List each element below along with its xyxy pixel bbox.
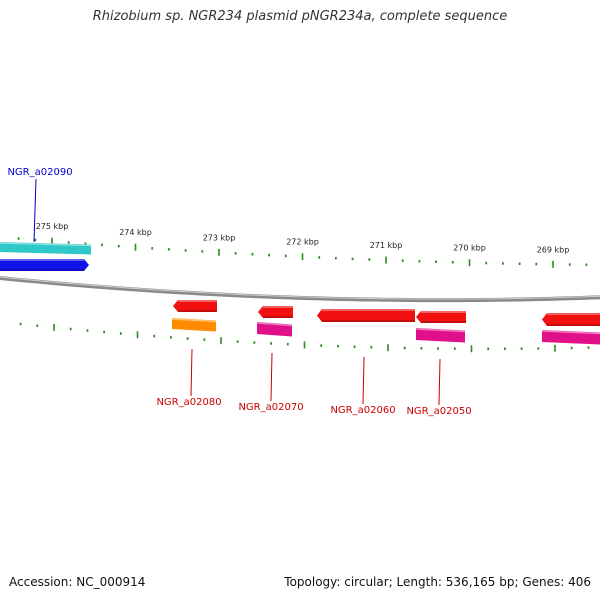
gene-labels: NGR_a02090 NGR_a02080 NGR_a02070 NGR_a02060… bbox=[7, 167, 471, 417]
gene-ngr-a02050[interactable] bbox=[416, 311, 466, 323]
gene-ngr-a02090-cyan[interactable] bbox=[0, 242, 92, 255]
leader-line bbox=[270, 352, 273, 402]
backbone-highlight bbox=[0, 276, 600, 300]
tick-label: 269 kbp bbox=[537, 245, 570, 254]
leader-line bbox=[362, 356, 365, 405]
tick-label: 273 kbp bbox=[203, 233, 236, 242]
gene-label[interactable]: NGR_a02090 bbox=[7, 167, 72, 178]
gene-ngr-a02060[interactable] bbox=[317, 309, 415, 322]
gene-ngr-a02050-magenta[interactable] bbox=[415, 328, 466, 343]
leader-line bbox=[190, 348, 193, 397]
gene-features bbox=[0, 242, 600, 345]
backbone-line bbox=[0, 276, 600, 303]
leader-line bbox=[33, 178, 37, 243]
backbone-group bbox=[0, 276, 600, 303]
topology-stats-text: Topology: circular; Length: 536,165 bp; … bbox=[284, 575, 591, 589]
scale-ticks-lower bbox=[19, 322, 590, 353]
tick-label: 272 kbp bbox=[286, 238, 319, 247]
leader-line bbox=[438, 358, 441, 406]
scale-ticks-upper bbox=[17, 237, 588, 268]
tick-label: 274 kbp bbox=[119, 228, 152, 237]
gene-ngr-a02090[interactable] bbox=[0, 259, 89, 271]
gene-ngr-a02070[interactable] bbox=[258, 306, 293, 318]
scale-tick-labels: 275 kbp 274 kbp 273 kbp 272 kbp 271 kbp 270 k… bbox=[36, 222, 570, 254]
tick-label: 271 kbp bbox=[370, 241, 403, 250]
gene-ngr-a02070-magenta[interactable] bbox=[256, 322, 293, 337]
gene-label[interactable]: NGR_a02080 bbox=[156, 397, 221, 408]
tick-label: 275 kbp bbox=[36, 222, 69, 231]
gene-next-red[interactable] bbox=[542, 313, 600, 326]
gene-label[interactable]: NGR_a02060 bbox=[330, 405, 395, 416]
gene-ngr-a02080[interactable] bbox=[173, 300, 217, 312]
gene-label[interactable]: NGR_a02050 bbox=[406, 406, 471, 417]
map-title: Rhizobium sp. NGR234 plasmid pNGR234a, c… bbox=[92, 9, 508, 24]
tick-label: 270 kbp bbox=[453, 244, 486, 253]
gene-next-magenta[interactable] bbox=[541, 330, 600, 345]
gene-ngr-a02080-orange[interactable] bbox=[171, 318, 217, 332]
accession-text: Accession: NC_000914 bbox=[9, 575, 146, 589]
gene-label[interactable]: NGR_a02070 bbox=[238, 402, 303, 413]
